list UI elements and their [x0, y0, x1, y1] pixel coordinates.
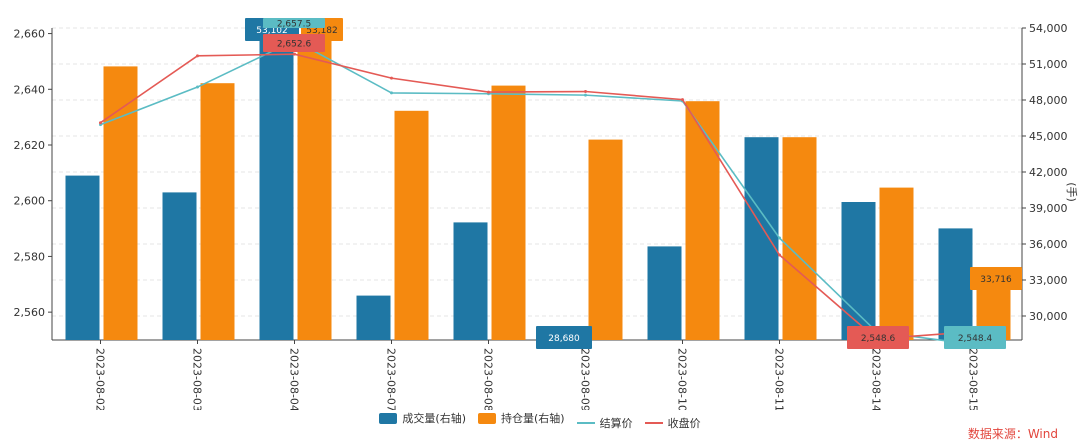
legend-item[interactable]: 持仓量(右轴) — [478, 410, 565, 426]
data-label-box — [970, 267, 1022, 290]
bar — [200, 83, 235, 340]
right-tick-label: 30,000 — [1029, 310, 1068, 323]
line-point — [778, 253, 781, 257]
legend-item[interactable]: 结算价 — [576, 415, 633, 431]
data-label: 53,102 — [256, 26, 288, 36]
bar — [297, 37, 332, 340]
bar — [259, 38, 294, 340]
bar — [841, 202, 876, 340]
line-point — [196, 85, 199, 89]
left-tick-label: 2,620 — [14, 139, 46, 152]
right-axis-unit: (手) — [1065, 182, 1079, 202]
x-tick-label: 2023-08-08 — [482, 348, 495, 410]
bar — [588, 139, 623, 340]
x-tick-label: 2023-08-09 — [579, 348, 592, 410]
x-tick-label: 2023-08-03 — [191, 348, 204, 410]
x-tick-label: 2023-08-10 — [676, 348, 689, 410]
series-line — [100, 53, 974, 340]
legend-swatch — [478, 412, 496, 424]
bar — [453, 222, 488, 340]
chart: 2,560 2,580 2,600 2,620 2,640 2,660 30,000 33,0… — [14, 18, 1079, 410]
left-tick-label: 2,600 — [14, 195, 46, 208]
line-point — [487, 90, 490, 94]
x-tick-label: 2023-08-15 — [967, 348, 980, 410]
line-point — [99, 121, 102, 125]
data-label-box — [263, 18, 325, 28]
legend-label: 成交量(右轴) — [402, 412, 466, 425]
left-tick-label: 2,580 — [14, 250, 46, 263]
bar — [744, 137, 779, 340]
line-point — [681, 98, 684, 102]
bar — [103, 66, 138, 341]
legend-item[interactable]: 成交量(右轴) — [379, 410, 466, 426]
legend-label: 收盘价 — [667, 416, 701, 430]
bar — [356, 295, 391, 340]
bar — [879, 187, 914, 340]
data-label: 2,657.5 — [277, 20, 311, 30]
left-tick-label: 2,560 — [14, 306, 46, 319]
right-tick-label: 45,000 — [1029, 130, 1068, 143]
bar — [647, 246, 682, 340]
right-tick-label: 54,000 — [1029, 22, 1068, 35]
right-tick-label: 36,000 — [1029, 238, 1068, 251]
line-point — [584, 90, 587, 94]
bar — [938, 228, 973, 340]
x-tick-label: 2023-08-02 — [94, 348, 107, 410]
legend-swatch — [576, 421, 595, 424]
bar — [162, 192, 197, 340]
source-note: 数据来源：Wind — [967, 427, 1058, 441]
bar — [685, 101, 720, 340]
data-label: 28,680 — [548, 334, 580, 344]
bar — [394, 110, 429, 340]
legend-label: 持仓量(右轴) — [501, 412, 565, 425]
legend: 成交量(右轴) 持仓量(右轴) 结算价 收盘价 — [0, 410, 1080, 431]
right-tick-label: 33,000 — [1029, 274, 1068, 287]
line-point — [390, 76, 393, 80]
line-point — [778, 236, 781, 240]
data-label: 2,548.4 — [958, 334, 993, 344]
legend-swatch — [379, 412, 398, 424]
data-label: 53,182 — [306, 26, 338, 36]
bar — [65, 175, 100, 340]
right-tick-label: 48,000 — [1029, 94, 1068, 107]
right-tick-label: 39,000 — [1029, 202, 1068, 215]
bar — [491, 85, 526, 340]
data-label-box — [944, 326, 1006, 349]
right-tick-label: 42,000 — [1029, 166, 1068, 179]
right-tick-label: 51,000 — [1029, 58, 1068, 71]
data-label-box — [847, 326, 909, 349]
x-tick-label: 2023-08-04 — [288, 348, 301, 410]
x-tick-label: 2023-08-14 — [870, 348, 883, 410]
line-point — [293, 52, 296, 56]
line-point — [390, 91, 393, 95]
data-label-box — [536, 326, 592, 349]
line-point — [196, 54, 199, 58]
data-label: 33,716 — [980, 275, 1012, 285]
data-label-box — [263, 34, 325, 52]
legend-item[interactable]: 收盘价 — [644, 415, 701, 431]
x-tick-label: 2023-08-11 — [773, 348, 786, 410]
legend-swatch — [644, 421, 663, 424]
line-point — [584, 93, 587, 97]
data-label: 2,548.6 — [861, 334, 896, 344]
left-tick-label: 2,640 — [14, 83, 46, 96]
series-line — [100, 39, 974, 346]
x-tick-label: 2023-08-07 — [385, 348, 398, 410]
data-label: 2,652.6 — [277, 40, 312, 50]
bar — [782, 137, 817, 340]
left-tick-label: 2,660 — [14, 28, 46, 41]
legend-label: 结算价 — [599, 416, 633, 430]
